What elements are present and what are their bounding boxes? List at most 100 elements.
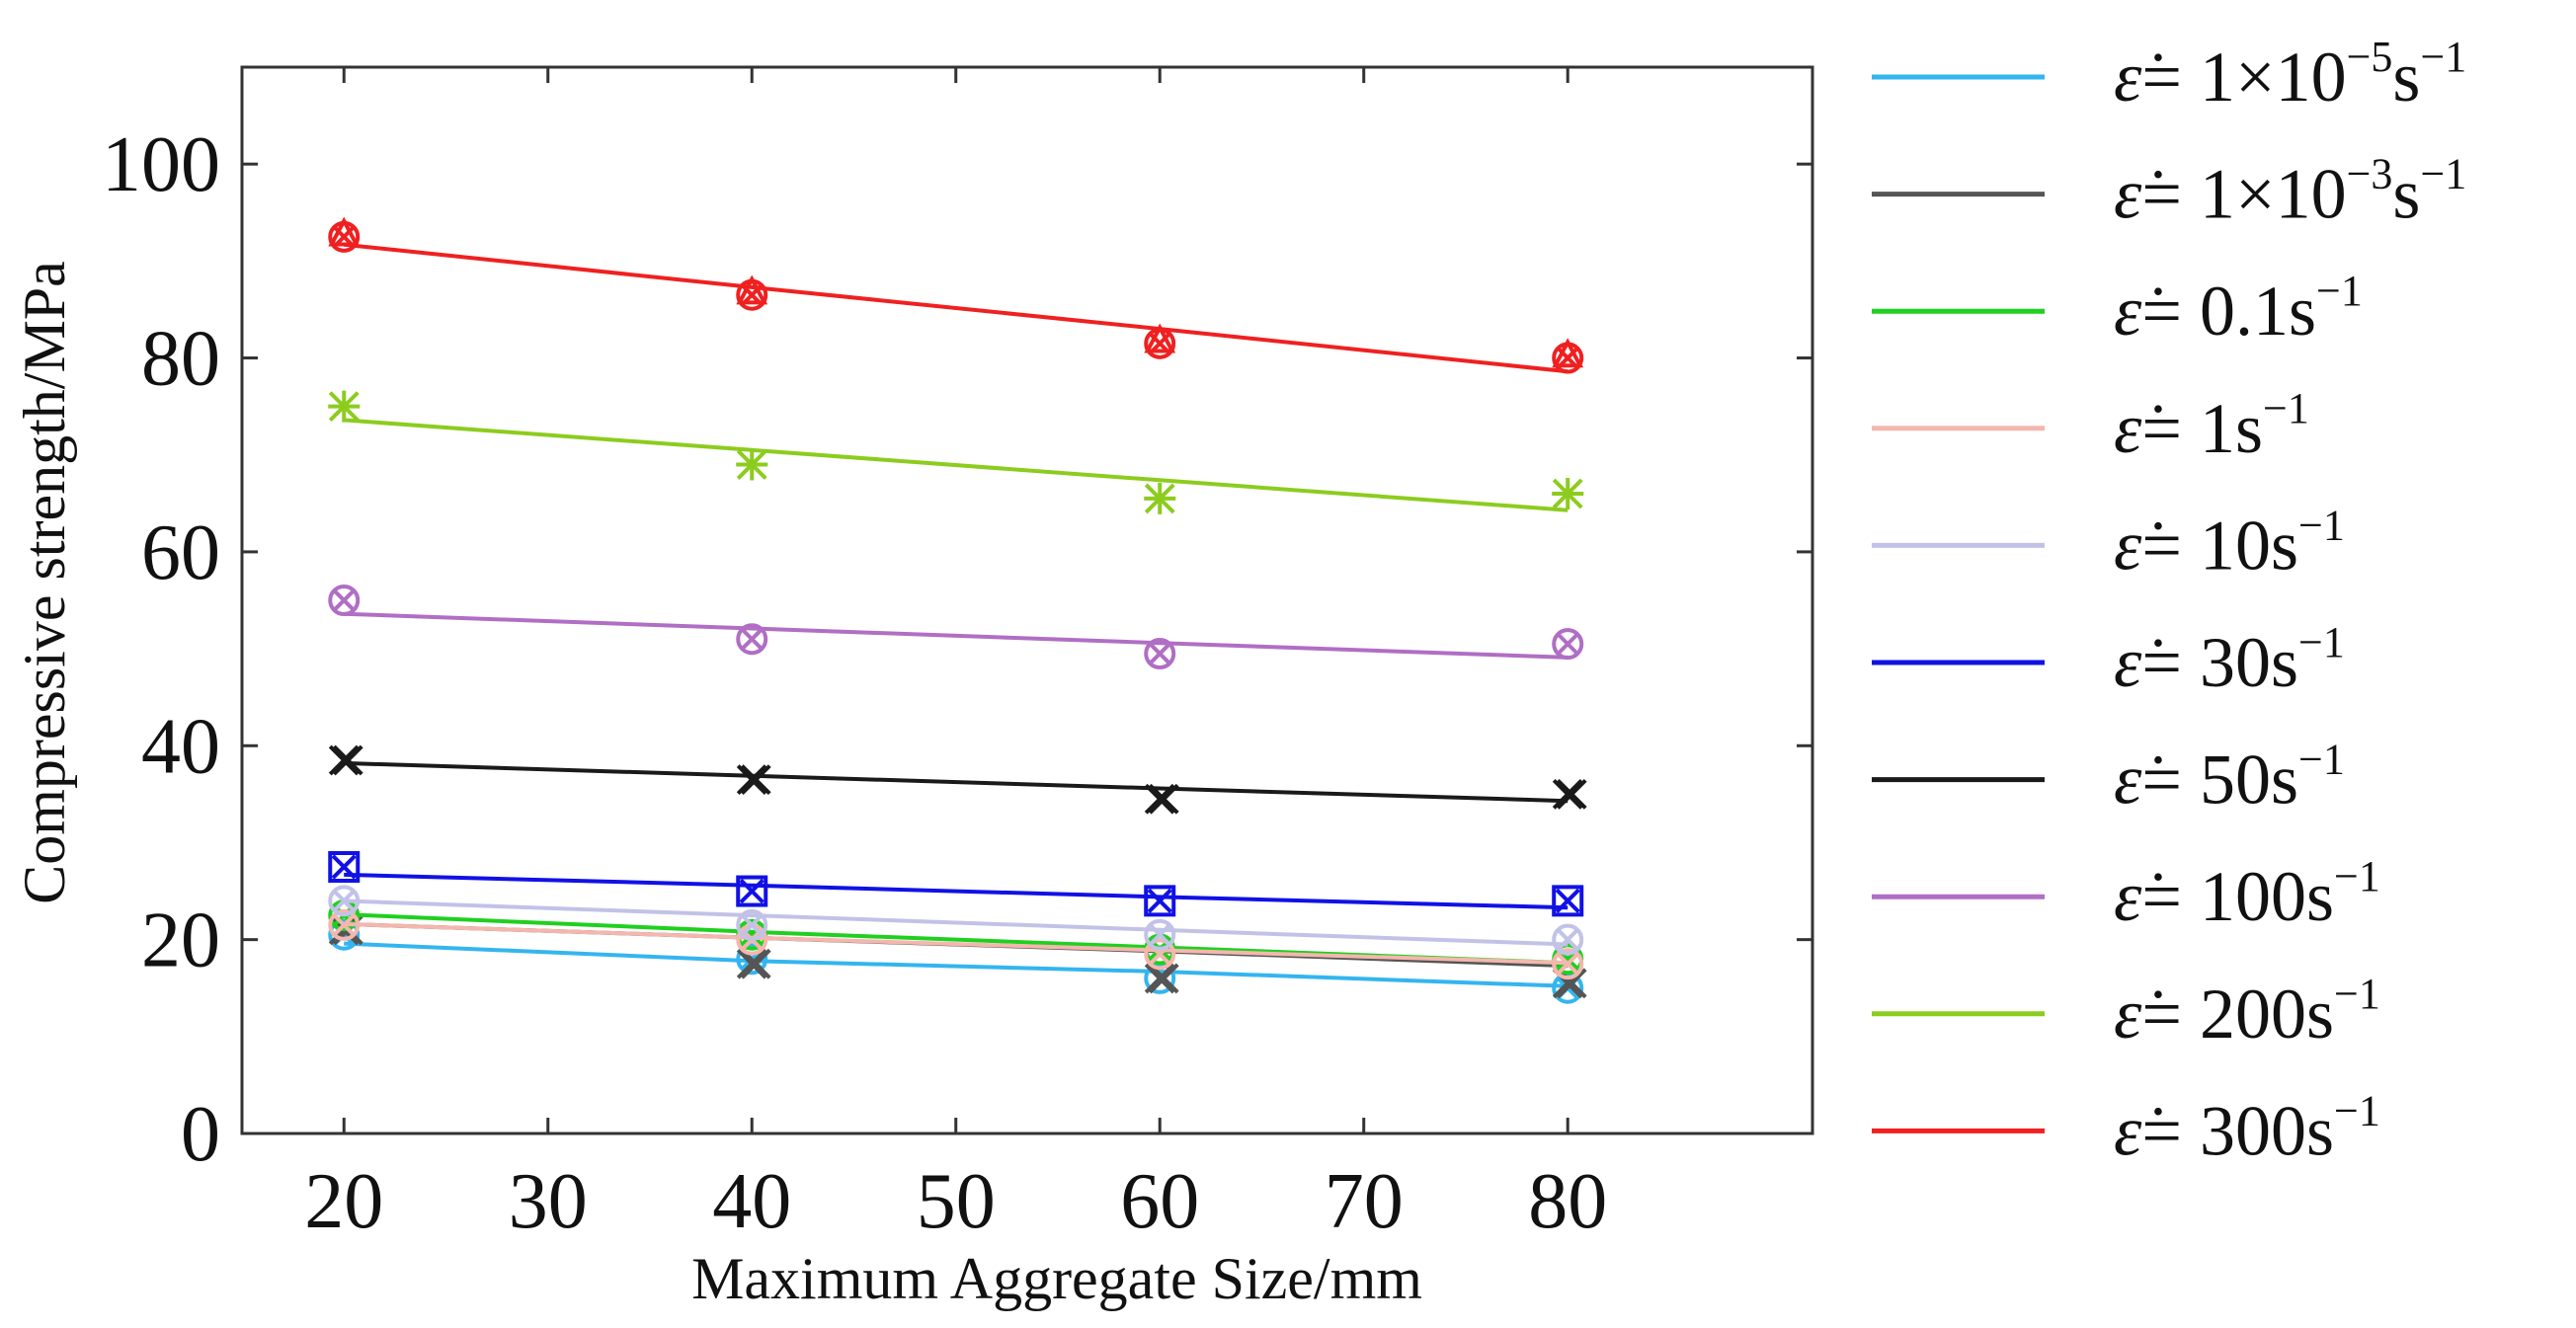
series-4: [328, 885, 1584, 956]
series-fit-line: [344, 418, 1569, 512]
series-3: [328, 908, 1584, 980]
data-point-marker: [328, 908, 361, 941]
legend-label: ε̇= 1×10−5s−1: [2114, 33, 2466, 117]
legend-entry-4: ε̇= 10s−1: [1872, 501, 2345, 585]
y-tick-label: 40: [141, 703, 220, 790]
legend-value: = 200: [2141, 975, 2306, 1054]
data-point-cross: [740, 764, 771, 796]
legend-unit: s: [2289, 272, 2316, 351]
data-point-marker: [1144, 482, 1176, 514]
legend-label: ε̇= 200s−1: [2114, 970, 2380, 1054]
data-point-marker: [328, 390, 361, 423]
data-point-marker: [1552, 948, 1584, 980]
legend: ε̇= 1×10−5s−1 ε̇= 1×10−3s−1 ε̇= 0.1s−1 ε̇= …: [1872, 33, 2466, 1170]
data-point-cross: [333, 890, 356, 912]
legend-label: ε̇= 300s−1: [2114, 1086, 2380, 1170]
legend-unit-exponent: −1: [2298, 501, 2345, 549]
y-tick-label: 20: [141, 898, 220, 984]
legend-value: = 1×10: [2141, 155, 2346, 234]
data-point-cross: [1556, 632, 1579, 656]
series-9: [328, 216, 1584, 374]
legend-unit: s: [2392, 155, 2420, 234]
y-tick-label: 0: [181, 1091, 220, 1178]
data-point-cross: [741, 913, 764, 937]
data-point-cross: [1149, 923, 1171, 946]
legend-unit: s: [2271, 506, 2298, 585]
x-tick-label: 40: [712, 1158, 791, 1245]
series-6: [328, 744, 1587, 815]
series-fit-line: [344, 898, 1569, 947]
legend-label: ε̇= 10s−1: [2114, 501, 2345, 585]
legend-entry-1: ε̇= 1×10−3s−1: [1872, 150, 2466, 234]
legend-unit-exponent: −1: [2298, 618, 2345, 666]
data-point-marker: [736, 623, 768, 656]
axes: 20 30 40 50 60 70 80 0 20 40 60 80 100: [102, 65, 1814, 1245]
legend-label: ε̇= 50s−1: [2114, 736, 2345, 820]
data-point-marker: [736, 764, 767, 796]
x-tick-label: 80: [1528, 1158, 1607, 1245]
legend-value: = 0.1: [2141, 272, 2289, 351]
data-point-marker: [1144, 963, 1175, 994]
legend-label: ε̇= 1×10−3s−1: [2114, 150, 2466, 234]
data-point-marker: [328, 851, 361, 883]
legend-label: ε̇= 100s−1: [2114, 852, 2380, 936]
data-point-marker: [328, 885, 361, 917]
data-point-cross: [1556, 928, 1579, 951]
legend-entry-6: ε̇= 50s−1: [1872, 736, 2345, 820]
data-point-marker: [1144, 638, 1176, 669]
legend-entry-9: ε̇= 300s−1: [1872, 1086, 2380, 1170]
data-point-marker: [328, 585, 361, 616]
data-point-cross: [333, 913, 356, 937]
legend-label: ε̇= 30s−1: [2114, 618, 2345, 702]
legend-value: = 100: [2141, 857, 2306, 936]
data-point-cross: [1147, 888, 1172, 913]
legend-value: = 1: [2141, 389, 2235, 468]
data-point-cross: [1149, 642, 1171, 665]
data-point-triangle: [1144, 323, 1176, 353]
legend-exponent: −3: [2347, 150, 2393, 198]
data-point-marker: [1552, 478, 1584, 509]
legend-unit: s: [2271, 623, 2298, 702]
data-point-marker: [1552, 923, 1584, 956]
data-point-cross: [740, 948, 771, 979]
legend-label: ε̇= 1s−1: [2114, 384, 2309, 468]
series-7: [328, 585, 1584, 669]
legend-unit-exponent: −1: [2420, 33, 2466, 81]
legend-unit: s: [2235, 389, 2263, 468]
data-point-cross: [1555, 888, 1580, 913]
data-point-marker: [1144, 918, 1176, 951]
legend-unit: s: [2306, 1091, 2334, 1170]
data-point-triangle: [328, 216, 361, 247]
legend-exponent: −5: [2347, 33, 2393, 81]
data-point-marker: [736, 908, 768, 941]
legend-value: = 10: [2141, 506, 2271, 585]
legend-value: = 300: [2141, 1091, 2306, 1170]
legend-unit: s: [2306, 857, 2334, 936]
y-tick-label: 60: [141, 509, 220, 596]
data-point-marker: [1552, 628, 1584, 661]
data-point-marker: [328, 918, 361, 951]
legend-unit-exponent: −1: [2420, 150, 2466, 198]
legend-unit-exponent: −1: [2298, 736, 2345, 784]
series-8: [328, 390, 1584, 514]
legend-unit-exponent: −1: [2334, 852, 2380, 900]
data-point-marker: [736, 948, 767, 979]
y-tick-label: 80: [141, 316, 220, 403]
data-point-marker: [1144, 885, 1176, 917]
x-tick-label: 20: [304, 1158, 383, 1245]
legend-unit: s: [2271, 741, 2298, 820]
y-axis-title: Compressive strength/MPa: [12, 261, 77, 904]
data-point-cross: [739, 878, 765, 904]
legend-entry-3: ε̇= 1s−1: [1872, 384, 2309, 468]
legend-value: = 50: [2141, 741, 2271, 820]
x-tick-label: 50: [917, 1158, 996, 1245]
data-point-marker: [1552, 778, 1583, 810]
data-point-cross: [332, 744, 363, 776]
legend-unit: s: [2306, 975, 2334, 1054]
x-tick-label: 30: [509, 1158, 588, 1245]
plot-frame: [240, 65, 1814, 1135]
legend-entry-0: ε̇= 1×10−5s−1: [1872, 33, 2466, 117]
x-tick-label: 60: [1120, 1158, 1199, 1245]
legend-label: ε̇= 0.1s−1: [2114, 267, 2363, 351]
data-point-marker: [736, 943, 768, 976]
